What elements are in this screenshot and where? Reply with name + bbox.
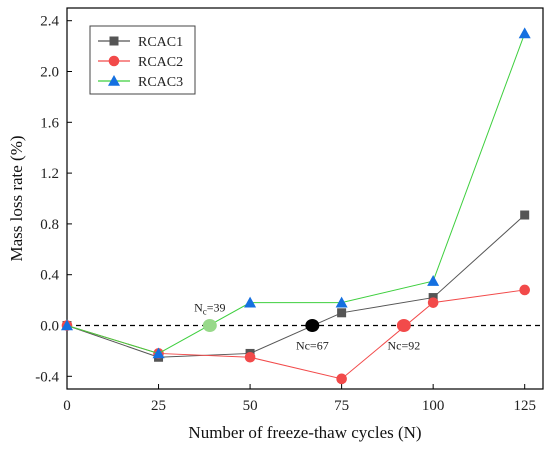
annotation-layer: Nc=39 Nc=67 Nc=92	[194, 301, 420, 353]
legend-item-rcac3: RCAC3	[98, 75, 183, 90]
x-tick-label: 125	[513, 398, 536, 414]
y-tick-label: 0.4	[40, 268, 59, 284]
legend-marker	[108, 75, 120, 86]
data-point-rcac3	[61, 319, 73, 331]
x-axis-label: Number of freeze-thaw cycles (N)	[188, 423, 421, 442]
y-tick-label: 2.4	[40, 14, 59, 30]
label-subscript: c	[203, 307, 207, 317]
series-rcac3	[61, 27, 531, 359]
x-tick-label: 100	[422, 398, 445, 414]
legend-marker	[108, 55, 120, 67]
legend-label: RCAC1	[138, 35, 183, 50]
data-point-rcac1	[520, 210, 530, 220]
x-tick-label: 0	[63, 398, 71, 414]
label-suffix: =39	[207, 301, 226, 315]
x-tick-label: 50	[243, 398, 258, 414]
y-tick-label: 2.0	[40, 65, 59, 81]
x-axis-ticks: 0 25 50 75 100 125	[63, 384, 536, 414]
legend-item-rcac2: RCAC2	[98, 55, 183, 70]
transition-point-marker	[305, 319, 320, 332]
label-main: N	[194, 301, 203, 315]
series-rcac2	[61, 284, 530, 385]
y-axis-label: Mass loss rate (%)	[7, 135, 26, 261]
transition-point-label: Nc=92	[387, 339, 420, 353]
plot-frame	[66, 7, 544, 390]
data-point-rcac3	[427, 275, 440, 286]
series-line-rcac2	[66, 289, 525, 380]
data-point-rcac3	[518, 27, 531, 39]
y-tick-label: 0.8	[40, 217, 59, 233]
legend-marker	[109, 36, 119, 46]
y-tick-label: 1.6	[40, 115, 59, 131]
transition-point-label: Nc=67	[296, 339, 329, 353]
y-tick-label: 1.2	[40, 166, 59, 182]
legend-item-rcac1: RCAC1	[98, 35, 183, 50]
legend-box	[89, 25, 196, 95]
data-point-rcac1	[337, 308, 347, 318]
data-point-rcac2	[244, 351, 256, 363]
legend: RCAC1 RCAC2 RCAC3	[89, 25, 196, 95]
y-axis-ticks: -0.4 0.0 0.4 0.8 1.2 1.6 2.0 2.4	[35, 14, 72, 385]
series-line-rcac1	[66, 214, 526, 358]
series-layer	[61, 27, 531, 385]
y-tick-label: 0.0	[40, 319, 59, 335]
data-point-rcac3	[335, 296, 348, 308]
transition-point-marker	[396, 319, 411, 332]
data-point-rcac2	[519, 284, 530, 296]
series-line-rcac3	[66, 33, 526, 354]
data-point-rcac2	[336, 373, 347, 385]
y-tick-label: -0.4	[35, 369, 59, 385]
transition-point-marker	[202, 319, 217, 332]
x-tick-label: 75	[334, 398, 349, 414]
data-point-rcac3	[244, 296, 257, 308]
legend-label: RCAC3	[138, 75, 183, 90]
legend-label: RCAC2	[138, 55, 183, 70]
transition-point-label: Nc=39	[194, 301, 225, 317]
data-point-rcac3	[152, 347, 165, 359]
data-point-rcac2	[427, 297, 439, 308]
plot-area: 0 25 50 75 100 125 -0.40.00.40.81.21.62.02.4 …	[35, 7, 544, 414]
x-tick-label: 25	[151, 398, 166, 414]
